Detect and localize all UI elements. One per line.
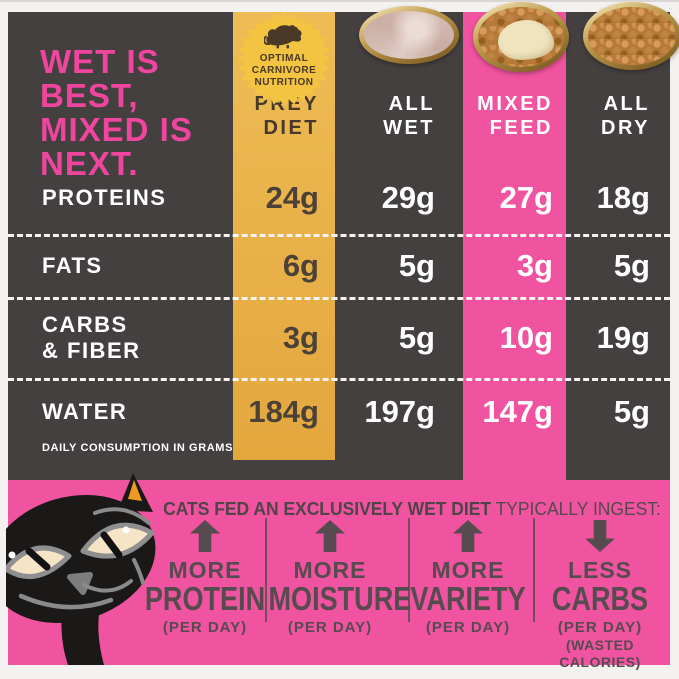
table-panel: WET IS BEST, MIXED IS NEXT. OPTIMAL	[8, 2, 679, 481]
benefit-carbs: LESS CARBS (PER DAY) (WASTED CALORIES)	[525, 520, 675, 671]
value-mixed: 10g	[499, 319, 553, 355]
value-dry: 5g	[613, 394, 650, 429]
badge-line: NUTRITION	[254, 77, 314, 88]
column-header-mixed-feed: MIXED FEED	[477, 93, 553, 139]
wet-food-photo	[364, 11, 454, 59]
pate-dollop	[498, 20, 554, 60]
value-dry: 19g	[596, 319, 650, 355]
row-label-line2: & FIBER	[42, 337, 141, 363]
row-label: CARBS	[42, 311, 128, 337]
content-area: WET IS BEST, MIXED IS NEXT. OPTIMAL	[6, 2, 679, 670]
title-line: NEXT.	[40, 145, 139, 182]
benefit-divider	[265, 518, 267, 622]
table-row-water: WATER 184g 197g 147g 5g	[8, 381, 670, 443]
value-dry: 18g	[596, 180, 650, 215]
mixed-feed-column-background	[463, 12, 566, 481]
row-label: FATS	[42, 252, 103, 278]
benefit-variety: MORE VARIETY (PER DAY)	[393, 520, 543, 637]
up-arrow-icon	[315, 520, 345, 552]
benefit-divider	[533, 518, 535, 622]
headline-rest: TYPICALLY INGEST:	[491, 499, 661, 519]
benefit-protein: MORE PROTEIN (PER DAY)	[130, 520, 280, 637]
title-line: BEST,	[40, 77, 139, 114]
value-wet: 197g	[364, 394, 435, 429]
table-row-fats: FATS 6g 5g 3g 5g	[8, 237, 670, 294]
benefit-moisture: MORE MOISTURE (PER DAY)	[255, 520, 411, 637]
value-wet: 29g	[381, 180, 435, 215]
row-separator	[8, 297, 670, 300]
up-arrow-icon	[190, 520, 220, 552]
row-separator	[8, 378, 670, 381]
dry-food-photo	[588, 7, 676, 65]
value-mixed: 147g	[482, 394, 553, 429]
value-wet: 5g	[398, 247, 435, 283]
mouse-icon	[264, 25, 302, 49]
badge-line: OPTIMAL	[259, 53, 309, 64]
value-mixed: 27g	[499, 180, 553, 215]
wet-food-bowl	[359, 6, 459, 64]
starburst-seal	[237, 12, 331, 106]
page-title: WET IS BEST, MIXED IS NEXT.	[40, 45, 193, 181]
row-label: PROTEINS	[42, 185, 167, 210]
table-row-proteins: PROTEINS 24g 29g 27g 18g	[8, 162, 670, 234]
column-header-all-dry: ALL DRY	[601, 93, 650, 139]
value-prey: 24g	[265, 180, 319, 215]
cat-nose	[67, 572, 93, 595]
value-prey: 3g	[282, 319, 319, 355]
value-wet: 5g	[398, 319, 435, 355]
up-arrow-icon	[453, 520, 483, 552]
dry-food-bowl	[583, 2, 679, 70]
mixed-food-bowl	[473, 2, 569, 72]
column-header-all-wet: ALL WET	[383, 93, 435, 139]
value-prey: 6g	[282, 247, 319, 283]
row-label: WATER	[42, 399, 128, 424]
mixed-food-photo	[478, 7, 564, 67]
table-header-row: PREY DIET ALL WET MIXED FEED ALL DRY	[8, 90, 670, 142]
title-line: WET IS	[40, 43, 160, 80]
value-mixed: 3g	[516, 247, 553, 283]
table-row-carbs-fiber: CARBS & FIBER 3g 5g 10g 19g	[8, 300, 670, 375]
badge-text: OPTIMAL CARNIVORE NUTRITION	[237, 53, 331, 89]
row-separator	[8, 234, 670, 237]
value-prey: 184g	[248, 394, 319, 429]
table-footnote: DAILY CONSUMPTION IN GRAMS	[42, 442, 234, 454]
benefit-divider	[408, 518, 410, 622]
black-cat-illustration	[6, 473, 156, 665]
title-line: MIXED IS	[40, 111, 193, 148]
benefits-headline: CATS FED AN EXCLUSIVELY WET DIET TYPICAL…	[162, 499, 663, 520]
value-dry: 5g	[613, 247, 650, 283]
down-arrow-icon	[585, 520, 615, 552]
optimal-carnivore-nutrition-badge: OPTIMAL CARNIVORE NUTRITION	[237, 11, 331, 107]
badge-line: CARNIVORE	[251, 65, 317, 76]
headline-bold: CATS FED AN EXCLUSIVELY WET DIET	[163, 499, 492, 519]
